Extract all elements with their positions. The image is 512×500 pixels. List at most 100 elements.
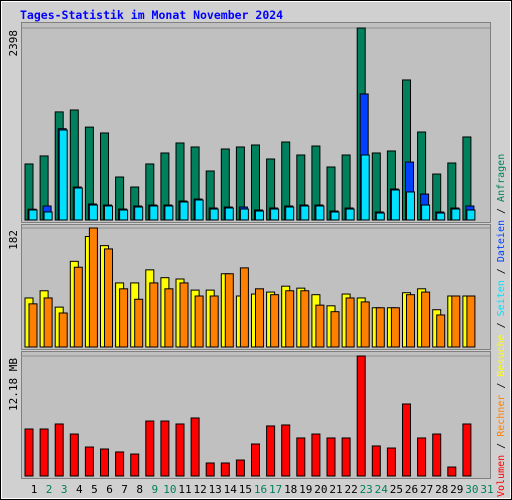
x-tick-label: 29	[450, 483, 463, 496]
x-tick-label: 21	[329, 483, 342, 496]
bar	[311, 433, 321, 477]
x-tick-label: 15	[239, 483, 252, 496]
bar	[224, 273, 234, 348]
bar	[326, 437, 336, 477]
x-tick-label: 31	[480, 483, 493, 496]
bar	[375, 212, 385, 221]
bar	[281, 424, 291, 477]
legend-entry: Seiten	[496, 280, 507, 316]
bar	[300, 290, 310, 348]
x-tick-label: 1	[31, 483, 38, 496]
x-tick-label: 5	[91, 483, 98, 496]
bar	[145, 420, 155, 477]
x-tick-label: 23	[360, 483, 373, 496]
bar	[134, 206, 144, 221]
x-tick-label: 16	[254, 483, 267, 496]
bar	[330, 211, 340, 221]
bar	[88, 204, 98, 221]
bar	[406, 191, 415, 221]
bar	[28, 303, 38, 348]
bar	[179, 282, 189, 348]
bar	[54, 423, 64, 477]
legend-separator: /	[496, 202, 507, 220]
bar	[341, 437, 351, 477]
bar	[406, 294, 415, 348]
x-tick-label: 10	[163, 483, 176, 496]
bar	[315, 304, 325, 348]
x-tick-label: 13	[209, 483, 222, 496]
bar	[436, 314, 446, 348]
bar	[270, 294, 280, 348]
bar	[73, 187, 83, 221]
bar	[360, 301, 370, 348]
bar	[205, 462, 215, 477]
bar	[451, 295, 461, 348]
x-tick-label: 6	[106, 483, 113, 496]
bar	[130, 453, 140, 477]
x-tick-label: 9	[151, 483, 158, 496]
bar	[255, 288, 264, 348]
bar	[345, 297, 355, 348]
bar	[119, 288, 129, 348]
legend-separator: /	[496, 316, 507, 334]
bar	[466, 209, 476, 221]
bar	[134, 298, 144, 348]
legend-separator: /	[496, 377, 507, 395]
x-tick-label: 4	[76, 483, 83, 496]
bar	[402, 403, 411, 477]
bar	[88, 227, 98, 348]
bar	[447, 466, 457, 477]
bar	[194, 199, 204, 221]
x-tick-label: 2	[46, 483, 53, 496]
bar	[179, 201, 189, 221]
bar	[390, 189, 400, 221]
bar	[104, 248, 113, 348]
x-tick-label: 19	[299, 483, 312, 496]
bar	[209, 208, 219, 221]
x-tick-label: 12	[193, 483, 206, 496]
legend-entry: Rechner	[496, 395, 507, 437]
bar	[149, 282, 159, 348]
bar	[119, 209, 129, 221]
bar	[115, 451, 125, 477]
x-tick-label: 28	[435, 483, 448, 496]
bar	[421, 204, 431, 221]
x-tick-label: 17	[269, 483, 282, 496]
bar	[315, 205, 325, 221]
bar	[266, 425, 276, 477]
bar	[220, 462, 230, 477]
x-tick-label: 7	[121, 483, 128, 496]
bar	[73, 266, 83, 348]
bar	[432, 433, 442, 477]
bar	[436, 212, 446, 221]
bar	[239, 208, 249, 221]
bar	[164, 205, 174, 221]
bar	[175, 423, 185, 477]
legend-entry: Anfragen	[496, 154, 507, 202]
bar	[255, 210, 264, 221]
bar	[39, 428, 49, 477]
bar	[421, 291, 431, 348]
x-tick-label: 11	[178, 483, 191, 496]
bar	[100, 448, 109, 477]
x-tick-label: 3	[61, 483, 68, 496]
bar	[285, 206, 295, 221]
bar	[296, 437, 306, 477]
bar	[386, 447, 396, 477]
bar	[224, 207, 234, 221]
bar	[104, 205, 113, 221]
bar	[235, 459, 245, 477]
legend-entry: Besuche	[496, 334, 507, 376]
bar	[251, 144, 260, 221]
bar	[209, 295, 219, 348]
bar	[417, 437, 427, 477]
bar	[462, 423, 472, 477]
legend-entry: Volumen	[496, 455, 507, 497]
bar	[356, 355, 366, 477]
bar	[300, 205, 310, 221]
x-tick-label: 24	[375, 483, 389, 496]
x-tick-label: 20	[314, 483, 327, 496]
y-tick-label: 12.18 MB	[7, 358, 20, 411]
